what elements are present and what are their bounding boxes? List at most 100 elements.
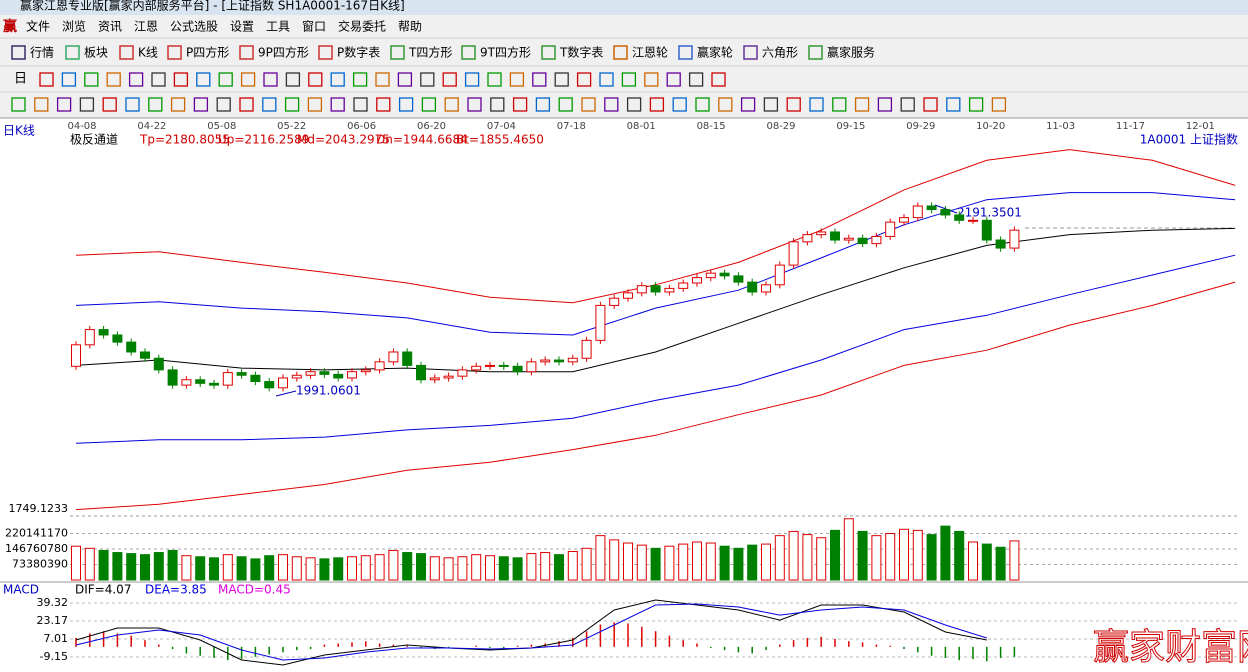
- tool-icon[interactable]: [398, 97, 414, 112]
- tool-icon[interactable]: [420, 72, 435, 87]
- tool-icon[interactable]: [151, 72, 166, 87]
- tool-icon[interactable]: [34, 97, 49, 112]
- tool-icon[interactable]: [84, 72, 99, 87]
- tool-icon[interactable]: [718, 97, 733, 112]
- tool-icon[interactable]: [128, 72, 144, 87]
- tool-icon[interactable]: [239, 97, 254, 112]
- tool-icon[interactable]: [512, 97, 528, 112]
- tool-icon[interactable]: [125, 97, 140, 112]
- tool-icon[interactable]: [599, 72, 614, 87]
- tool-icon[interactable]: [581, 97, 596, 112]
- tool-icon[interactable]: [711, 72, 726, 87]
- tool-icon[interactable]: [763, 97, 779, 112]
- toolbar-icon[interactable]: [808, 45, 823, 60]
- tool-icon[interactable]: [509, 72, 525, 87]
- tool-icon[interactable]: [809, 97, 824, 112]
- toolbar-icon[interactable]: [678, 45, 693, 60]
- tool-icon[interactable]: [442, 72, 457, 87]
- tool-icon[interactable]: [464, 72, 480, 87]
- tool-icon[interactable]: [193, 97, 209, 112]
- tool-icon[interactable]: [946, 97, 961, 112]
- tool-icon[interactable]: [421, 97, 437, 112]
- tool-icon[interactable]: [11, 97, 26, 112]
- toolbar-button[interactable]: 9T四方形: [480, 45, 531, 60]
- tool-icon[interactable]: [740, 97, 756, 112]
- toolbar-icon[interactable]: [461, 45, 476, 60]
- tool-icon[interactable]: [284, 97, 300, 112]
- toolbar-icon[interactable]: [390, 45, 405, 60]
- toolbar-icon[interactable]: [119, 45, 134, 60]
- tool-icon[interactable]: [106, 72, 121, 87]
- tool-icon[interactable]: [39, 72, 54, 87]
- toolbar-button[interactable]: 行情: [30, 46, 54, 60]
- tool-icon[interactable]: [666, 72, 681, 87]
- toolbar-icon[interactable]: [743, 45, 758, 60]
- period-selector[interactable]: 日: [14, 72, 27, 87]
- toolbar-button[interactable]: 赢家轮: [697, 45, 733, 60]
- tool-icon[interactable]: [61, 72, 77, 87]
- toolbar-button[interactable]: P四方形: [186, 45, 229, 60]
- menu-item[interactable]: 交易委托: [338, 19, 386, 34]
- tool-icon[interactable]: [786, 97, 801, 112]
- tool-icon[interactable]: [695, 97, 710, 112]
- menu-item[interactable]: 窗口: [302, 20, 326, 34]
- menu-item[interactable]: 文件: [26, 19, 50, 34]
- menu-item[interactable]: 设置: [230, 20, 254, 34]
- tool-icon[interactable]: [308, 72, 323, 87]
- tool-icon[interactable]: [490, 97, 505, 112]
- toolbar-icon[interactable]: [11, 45, 26, 60]
- toolbar-button[interactable]: T数字表: [559, 45, 603, 60]
- toolbar-icon[interactable]: [318, 45, 333, 60]
- tool-icon[interactable]: [900, 97, 915, 112]
- toolbar-button[interactable]: 板块: [84, 46, 108, 60]
- toolbar-button[interactable]: T四方形: [408, 45, 452, 60]
- tool-icon[interactable]: [102, 97, 117, 112]
- tool-icon[interactable]: [576, 72, 592, 87]
- tool-icon[interactable]: [262, 97, 277, 112]
- toolbar-icon[interactable]: [65, 45, 80, 60]
- tool-icon[interactable]: [173, 72, 189, 87]
- menu-item[interactable]: 江恩: [134, 20, 158, 34]
- tool-icon[interactable]: [285, 72, 301, 87]
- tool-icon[interactable]: [444, 97, 459, 112]
- menu-item[interactable]: 浏览: [62, 19, 86, 34]
- tool-icon[interactable]: [353, 97, 368, 112]
- tool-icon[interactable]: [375, 72, 390, 87]
- toolbar-icon[interactable]: [541, 45, 556, 60]
- toolbar-icon[interactable]: [239, 45, 254, 60]
- tool-icon[interactable]: [688, 72, 704, 87]
- tool-icon[interactable]: [991, 97, 1007, 112]
- tool-icon[interactable]: [832, 97, 847, 112]
- toolbar-icon[interactable]: [167, 45, 182, 60]
- tool-icon[interactable]: [218, 72, 233, 87]
- tool-icon[interactable]: [263, 72, 278, 87]
- menu-item[interactable]: 公式选股: [170, 20, 218, 34]
- tool-icon[interactable]: [487, 72, 502, 87]
- tool-icon[interactable]: [330, 72, 345, 87]
- tool-icon[interactable]: [854, 97, 870, 112]
- toolbar-button[interactable]: 江恩轮: [632, 46, 668, 60]
- toolbar-icon[interactable]: [613, 45, 628, 60]
- tool-icon[interactable]: [532, 72, 547, 87]
- menu-item[interactable]: 工具: [266, 20, 290, 34]
- tool-icon[interactable]: [467, 97, 482, 112]
- toolbar-button[interactable]: 六角形: [762, 46, 798, 60]
- tool-icon[interactable]: [923, 97, 938, 112]
- tool-icon[interactable]: [672, 97, 687, 112]
- tool-icon[interactable]: [621, 72, 637, 87]
- tool-icon[interactable]: [649, 97, 665, 112]
- tool-icon[interactable]: [196, 72, 211, 87]
- menu-item[interactable]: 资讯: [98, 20, 122, 34]
- tool-icon[interactable]: [626, 97, 642, 112]
- tool-icon[interactable]: [240, 72, 256, 87]
- toolbar-button[interactable]: 赢家服务: [827, 45, 875, 60]
- menu-item[interactable]: 帮助: [398, 20, 422, 34]
- tool-icon[interactable]: [376, 97, 391, 112]
- tool-icon[interactable]: [558, 97, 573, 112]
- tool-icon[interactable]: [307, 97, 323, 112]
- tool-icon[interactable]: [968, 97, 984, 112]
- toolbar-button[interactable]: P数字表: [337, 45, 380, 60]
- tool-icon[interactable]: [148, 97, 163, 112]
- tool-icon[interactable]: [644, 72, 659, 87]
- tool-icon[interactable]: [554, 72, 569, 87]
